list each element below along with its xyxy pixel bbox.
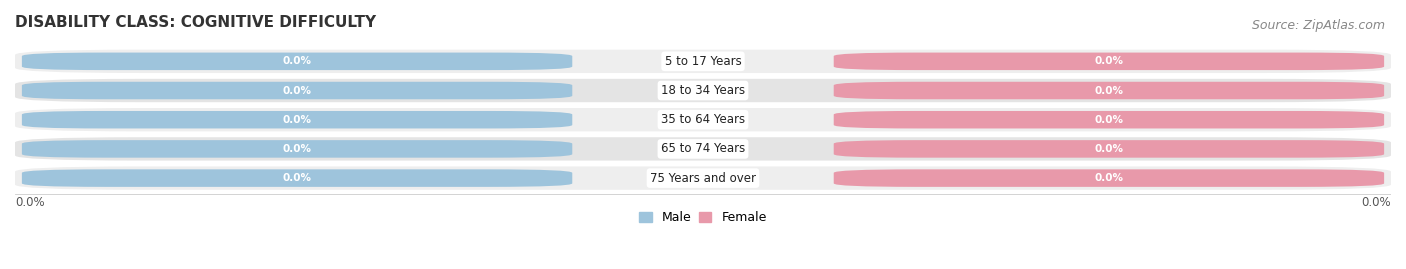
FancyBboxPatch shape (22, 52, 572, 70)
Legend: Male, Female: Male, Female (637, 209, 769, 227)
FancyBboxPatch shape (15, 167, 1391, 190)
FancyBboxPatch shape (22, 169, 572, 187)
Text: 0.0%: 0.0% (283, 115, 312, 125)
Text: 65 to 74 Years: 65 to 74 Years (661, 142, 745, 155)
Text: DISABILITY CLASS: COGNITIVE DIFFICULTY: DISABILITY CLASS: COGNITIVE DIFFICULTY (15, 15, 377, 30)
FancyBboxPatch shape (834, 52, 1384, 70)
Text: 0.0%: 0.0% (1094, 86, 1123, 95)
Text: 35 to 64 Years: 35 to 64 Years (661, 113, 745, 126)
Text: 18 to 34 Years: 18 to 34 Years (661, 84, 745, 97)
Text: 5 to 17 Years: 5 to 17 Years (665, 55, 741, 68)
Text: 0.0%: 0.0% (283, 173, 312, 183)
FancyBboxPatch shape (15, 108, 1391, 131)
Text: 0.0%: 0.0% (283, 86, 312, 95)
Text: 0.0%: 0.0% (283, 144, 312, 154)
FancyBboxPatch shape (15, 79, 1391, 102)
FancyBboxPatch shape (15, 50, 1391, 73)
FancyBboxPatch shape (834, 82, 1384, 99)
Text: 0.0%: 0.0% (1094, 173, 1123, 183)
Text: Source: ZipAtlas.com: Source: ZipAtlas.com (1251, 19, 1385, 32)
FancyBboxPatch shape (834, 111, 1384, 129)
FancyBboxPatch shape (834, 169, 1384, 187)
Text: 0.0%: 0.0% (1094, 56, 1123, 66)
Text: 0.0%: 0.0% (1094, 115, 1123, 125)
Text: 0.0%: 0.0% (283, 56, 312, 66)
Text: 0.0%: 0.0% (1094, 144, 1123, 154)
Text: 0.0%: 0.0% (1361, 196, 1391, 210)
FancyBboxPatch shape (834, 140, 1384, 158)
Text: 0.0%: 0.0% (15, 196, 45, 210)
FancyBboxPatch shape (22, 111, 572, 129)
Text: 75 Years and over: 75 Years and over (650, 172, 756, 185)
FancyBboxPatch shape (22, 82, 572, 99)
FancyBboxPatch shape (22, 140, 572, 158)
FancyBboxPatch shape (15, 137, 1391, 161)
